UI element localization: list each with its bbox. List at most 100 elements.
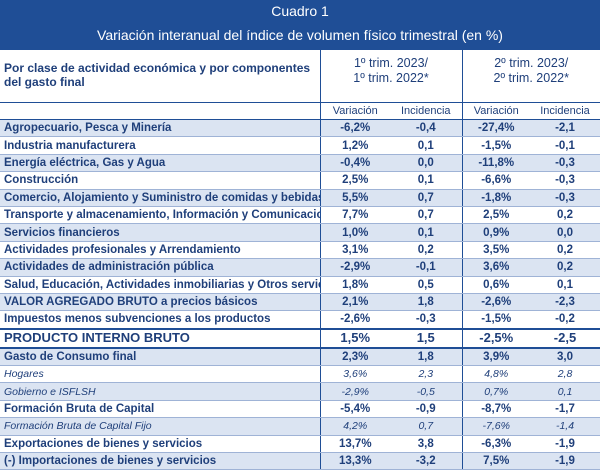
table-row: Servicios financieros 1,0% 0,1 0,9% 0,0 [0, 223, 600, 242]
row-label: Formación Bruta de Capital [0, 400, 320, 419]
row-label: Impuestos menos subvenciones a los produ… [0, 310, 320, 330]
sub-header-variacion-2: Variación [461, 102, 530, 120]
row-label: PRODUCTO INTERNO BRUTO [0, 327, 320, 349]
table-row: Formación Bruta de Capital -5,4% -0,9 -8,7%… [0, 400, 600, 419]
variacion-2-cell: -2,5% [461, 327, 530, 349]
variacion-1-cell: -5,4% [319, 400, 390, 419]
incidencia-2-cell: -2,5 [530, 327, 600, 349]
incidencia-1-cell: 1,8 [390, 293, 462, 312]
table-row: Actividades profesionales y Arrendamient… [0, 241, 600, 260]
row-label: Formación Bruta de Capital Fijo [0, 417, 320, 436]
variacion-1-cell: 1,5% [319, 327, 390, 349]
incidencia-2-cell: 0,2 [530, 241, 600, 260]
sub-header-variacion-1: Variación [319, 102, 390, 120]
incidencia-1-cell: -0,9 [390, 400, 462, 419]
incidencia-2-cell: -1,4 [530, 417, 600, 436]
variacion-2-cell: -2,6% [461, 293, 530, 312]
variacion-2-cell: -6,6% [461, 171, 530, 190]
variacion-1-cell: 1,0% [319, 223, 390, 242]
table-row: Actividades de administración pública -2,… [0, 258, 600, 277]
table-row: Hogares 3,6% 2,3 4,8% 2,8 [0, 365, 600, 384]
header-row: Por clase de actividad económica y por c… [0, 50, 600, 103]
row-label: Actividades de administración pública [0, 258, 320, 277]
row-label: Actividades profesionales y Arrendamient… [0, 241, 320, 260]
incidencia-2-cell: -1,7 [530, 400, 600, 419]
table-row: Exportaciones de bienes y servicios 13,7%… [0, 435, 600, 454]
incidencia-1-cell: 0,7 [390, 417, 462, 436]
variacion-2-cell: 3,5% [461, 241, 530, 260]
variacion-1-cell: 2,3% [319, 347, 390, 367]
variacion-1-cell: 3,6% [319, 365, 390, 384]
row-label: Transporte y almacenamiento, Información… [0, 206, 320, 225]
row-label: Salud, Educación, Actividades inmobiliar… [0, 276, 320, 294]
row-label: Exportaciones de bienes y servicios [0, 435, 320, 454]
variacion-1-cell: 13,3% [319, 452, 390, 470]
incidencia-1-cell: 0,0 [390, 154, 462, 173]
variacion-2-cell: -27,4% [461, 119, 530, 138]
table-row: VALOR AGREGADO BRUTO a precios básicos 2,… [0, 293, 600, 312]
incidencia-2-cell: -2,3 [530, 293, 600, 312]
incidencia-2-cell: 0,2 [530, 206, 600, 225]
row-label: (-) Importaciones de bienes y servicios [0, 452, 320, 470]
incidencia-2-cell: 2,8 [530, 365, 600, 384]
variacion-1-cell: 2,5% [319, 171, 390, 190]
incidencia-2-cell: 0,2 [530, 258, 600, 277]
incidencia-1-cell: 0,2 [390, 241, 462, 260]
variacion-1-cell: -2,9% [319, 382, 390, 401]
variacion-2-cell: 0,6% [461, 276, 530, 294]
corner-label: Por clase de actividad económica y por c… [0, 50, 320, 103]
variacion-2-cell: 3,9% [461, 347, 530, 367]
variacion-1-cell: 1,2% [319, 136, 390, 155]
variacion-2-cell: -8,7% [461, 400, 530, 419]
row-label: Servicios financieros [0, 223, 320, 242]
variacion-1-cell: 5,5% [319, 189, 390, 207]
incidencia-1-cell: -0,5 [390, 382, 462, 401]
row-label: Energía eléctrica, Gas y Agua [0, 154, 320, 173]
period-2-header: 2º trim. 2023/2º trim. 2022* [461, 50, 600, 103]
data-table: Por clase de actividad económica y por c… [0, 50, 600, 470]
variacion-2-cell: 2,5% [461, 206, 530, 225]
incidencia-2-cell: 0,1 [530, 276, 600, 294]
row-label: Industria manufacturera [0, 136, 320, 155]
incidencia-1-cell: 2,3 [390, 365, 462, 384]
variacion-2-cell: 7,5% [461, 452, 530, 470]
incidencia-1-cell: 0,5 [390, 276, 462, 294]
incidencia-2-cell: 3,0 [530, 347, 600, 367]
incidencia-1-cell: 1,5 [390, 327, 462, 349]
variacion-1-cell: 13,7% [319, 435, 390, 454]
variacion-1-cell: 7,7% [319, 206, 390, 225]
incidencia-1-cell: 3,8 [390, 435, 462, 454]
incidencia-2-cell: 0,1 [530, 382, 600, 401]
row-label: Construcción [0, 171, 320, 190]
variacion-1-cell: -6,2% [319, 119, 390, 138]
variacion-1-cell: 3,1% [319, 241, 390, 260]
table-row: Comercio, Alojamiento y Suministro de co… [0, 189, 600, 207]
sub-header-incidencia-2: Incidencia [530, 102, 600, 120]
incidencia-2-cell: -0,1 [530, 136, 600, 155]
period-1-header: 1º trim. 2023/1º trim. 2022* [319, 50, 462, 103]
incidencia-1-cell: -3,2 [390, 452, 462, 470]
variacion-1-cell: 4,2% [319, 417, 390, 436]
table-caption-band: Cuadro 1 Variación interanual del índice… [0, 0, 600, 50]
variacion-1-cell: -2,6% [319, 310, 390, 330]
incidencia-1-cell: -0,4 [390, 119, 462, 138]
table-row: Energía eléctrica, Gas y Agua -0,4% 0,0 -11… [0, 154, 600, 173]
incidencia-1-cell: 0,7 [390, 189, 462, 207]
incidencia-1-cell: 0,1 [390, 171, 462, 190]
table-row: Gasto de Consumo final 2,3% 1,8 3,9% 3,0 [0, 347, 600, 367]
table-row: Industria manufacturera 1,2% 0,1 -1,5% -0,1 [0, 136, 600, 155]
incidencia-2-cell: -1,9 [530, 435, 600, 454]
table-row: Impuestos menos subvenciones a los produ… [0, 310, 600, 330]
row-label: Gasto de Consumo final [0, 347, 320, 367]
row-label: Gobierno e ISFLSH [0, 382, 320, 401]
table-row: Gobierno e ISFLSH -2,9% -0,5 0,7% 0,1 [0, 382, 600, 401]
incidencia-2-cell: -0,3 [530, 154, 600, 173]
incidencia-2-cell: -0,3 [530, 189, 600, 207]
variacion-2-cell: -7,6% [461, 417, 530, 436]
table-row: Transporte y almacenamiento, Información… [0, 206, 600, 225]
incidencia-1-cell: 1,8 [390, 347, 462, 367]
variacion-2-cell: -1,8% [461, 189, 530, 207]
row-label: Agropecuario, Pesca y Minería [0, 119, 320, 138]
variacion-1-cell: -0,4% [319, 154, 390, 173]
incidencia-2-cell: -0,3 [530, 171, 600, 190]
